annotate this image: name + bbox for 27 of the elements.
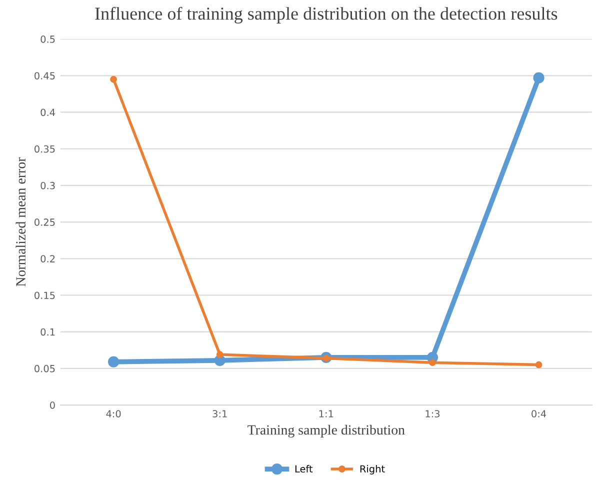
point (108, 356, 120, 368)
chart-title: Influence of training sample distribution on the detection results (95, 6, 558, 24)
y-tick-label: 0.1 (40, 328, 55, 336)
y-tick-label: 0.5 (40, 36, 55, 43)
y-tick-label: 0.35 (34, 145, 55, 153)
point (110, 76, 118, 83)
y-tick-label: 0 (50, 402, 55, 409)
legend-label: Right (360, 465, 385, 474)
point (533, 72, 544, 84)
y-tick-label: 0.4 (40, 108, 55, 116)
y-tick-label: 0.25 (34, 218, 55, 226)
y-tick-label: 0.45 (34, 72, 55, 80)
x-tick-label: 1:3 (426, 410, 440, 418)
legend-label: Left (295, 465, 313, 473)
x-tick-label: 4:0 (106, 410, 121, 418)
x-tick-label: 1:1 (319, 410, 334, 418)
x-axis-title: Training sample distribution (248, 424, 405, 438)
y-tick-label: 0.15 (34, 292, 55, 300)
y-tick-label: 0.3 (40, 182, 55, 190)
point (535, 361, 542, 368)
point (216, 351, 224, 358)
point (428, 359, 436, 366)
y-tick-label: 0.05 (34, 364, 55, 372)
y-axis-title: Normalized mean error (16, 157, 26, 286)
x-tick-label: 0:4 (532, 410, 546, 418)
y-tick-label: 0.2 (40, 255, 55, 262)
x-tick-label: 3:1 (212, 410, 227, 418)
